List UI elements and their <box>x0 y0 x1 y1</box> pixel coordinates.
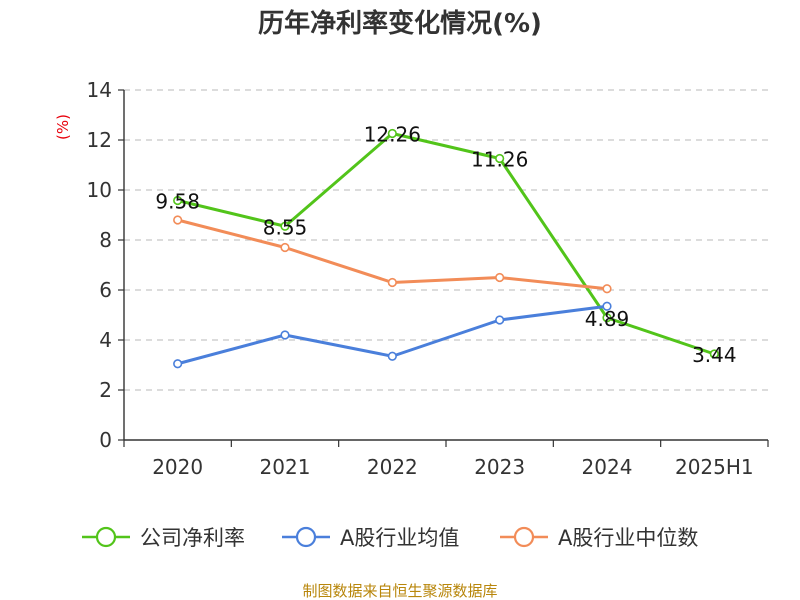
data-label-s0-4: 4.89 <box>585 307 630 331</box>
data-label-s0-5: 3.44 <box>692 343 737 367</box>
data-point-s1-3 <box>495 315 505 325</box>
data-labels: 9.58 8.55 12.26 11.26 4.89 3.44 <box>155 123 736 368</box>
y-tick-label: 14 <box>87 78 112 102</box>
axes: 0 2 4 6 8 10 12 14 2020 2021 2022 2023 2024 2025H1 <box>87 78 769 479</box>
legend-label-2: A股行业中位数 <box>558 526 698 550</box>
legend-label-1: A股行业均值 <box>340 526 459 550</box>
data-point-s0-1 <box>280 221 290 231</box>
data-point-s2-1 <box>280 242 290 253</box>
data-point-s0-2 <box>387 128 397 139</box>
data-point-s2-3 <box>495 272 505 283</box>
series-line-0 <box>177 132 715 356</box>
data-point-s0-0 <box>173 195 183 206</box>
y-tick-label: 10 <box>87 178 112 202</box>
data-source-note: 制图数据来自恒生聚源数据库 <box>302 582 497 600</box>
y-tick-label: 4 <box>99 328 112 352</box>
legend-label-0: 公司净利率 <box>140 526 245 550</box>
x-tick-label: 2021 <box>260 455 311 479</box>
legend-marker-2 <box>513 526 535 548</box>
x-tick-label: 2025H1 <box>675 455 754 479</box>
gridlines <box>124 89 768 391</box>
y-tick-label: 6 <box>99 278 112 302</box>
y-tick-label: 12 <box>87 128 112 152</box>
chart-title: 历年净利率变化情况(%) <box>258 8 542 39</box>
data-point-s1-4 <box>602 301 612 311</box>
y-axis-unit-label: (%) <box>54 114 72 140</box>
series-lines <box>173 128 719 369</box>
x-tick-label: 2022 <box>367 455 418 479</box>
data-label-s0-2: 12.26 <box>364 123 421 147</box>
data-point-s2-0 <box>173 215 183 225</box>
legend-marker-1 <box>295 526 317 548</box>
data-point-s2-2 <box>387 277 397 288</box>
y-tick-label: 2 <box>99 378 112 402</box>
y-tick-label: 0 <box>99 428 112 452</box>
legend-marker-0 <box>95 526 117 548</box>
x-tick-label: 2024 <box>582 455 633 479</box>
data-point-s0-5 <box>709 349 719 359</box>
x-tick-label: 2020 <box>152 455 203 479</box>
data-point-s1-2 <box>387 351 397 361</box>
data-point-s1-0 <box>173 359 183 369</box>
data-label-s0-0: 9.58 <box>155 190 200 214</box>
data-label-s0-1: 8.55 <box>263 215 308 239</box>
data-point-s0-3 <box>495 153 505 164</box>
data-point-s1-1 <box>280 330 290 340</box>
legend: 公司净利率 A股行业均值 A股行业中位数 <box>82 526 698 550</box>
x-tick-label: 2023 <box>474 455 525 479</box>
y-tick-label: 8 <box>99 228 112 252</box>
data-point-s0-4 <box>602 313 612 323</box>
data-label-s0-3: 11.26 <box>471 148 528 172</box>
data-point-s2-4 <box>602 284 612 294</box>
